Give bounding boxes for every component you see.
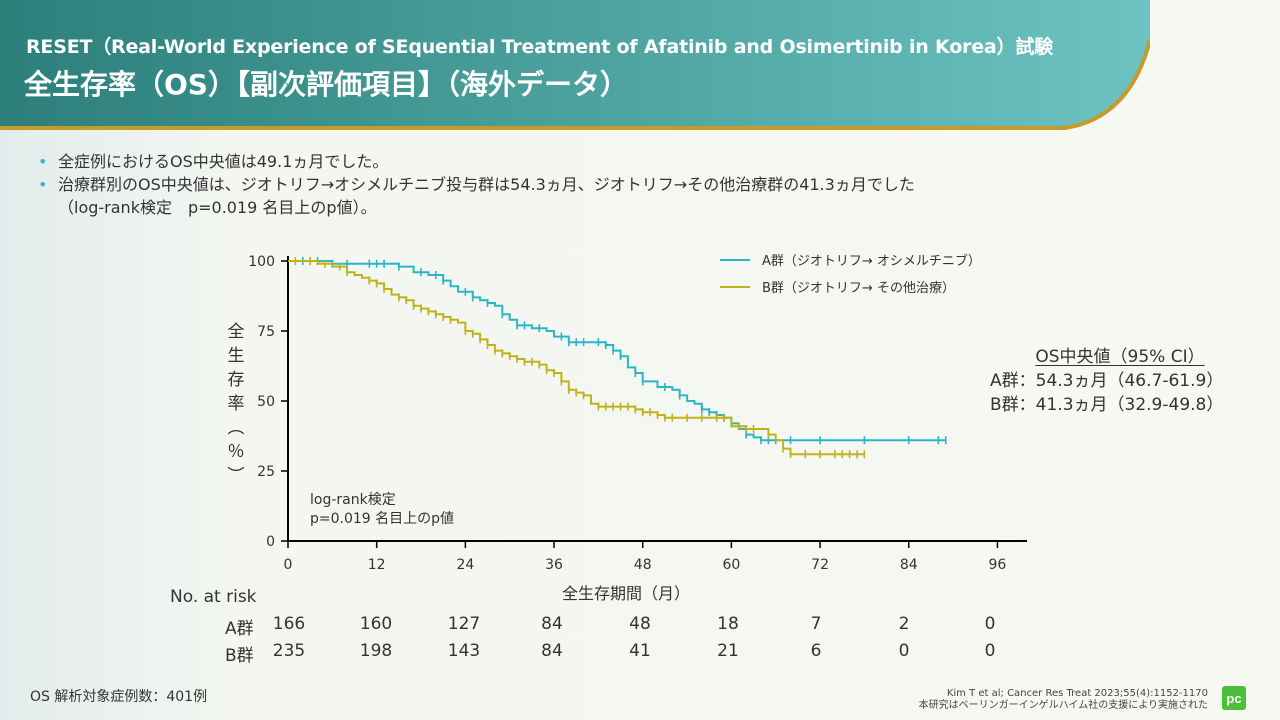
y-axis-label-char: ︶ [227, 466, 245, 486]
y-axis-label-char: 生 [227, 346, 245, 366]
risk-value: 21 [717, 641, 739, 661]
legend-label-a: A群（ジオトリフ→ オシメルチニブ） [762, 254, 981, 269]
risk-row-b: B群 235 198 143 84 41 21 6 0 0 [0, 641, 1280, 666]
x-tick-label: 72 [811, 557, 829, 573]
legend-line-b [720, 285, 750, 288]
citation-sponsor: 本研究はベーリンガーインゲルハイム社の支援により実施された [918, 700, 1208, 711]
bullet-item: • 全症例におけるOS中央値は49.1ヵ月でした。 [38, 150, 915, 173]
legend-label-b: B群（ジオトリフ→ その他治療） [762, 281, 955, 296]
risk-table-title: No. at risk [170, 587, 257, 607]
page-title: 全生存率（OS）【副次評価項目】（海外データ） [24, 68, 628, 101]
logrank-test-label: log-rank検定 [310, 492, 396, 508]
y-tick-label: 0 [266, 534, 275, 550]
risk-value: 48 [629, 614, 651, 634]
header-banner [0, 0, 1150, 130]
y-axis-label-char: 全 [227, 322, 245, 342]
risk-value: 198 [359, 641, 393, 661]
bullet-dot-icon: • [38, 152, 48, 171]
x-tick-label: 96 [989, 557, 1007, 573]
risk-row-label: A群 [225, 619, 254, 639]
risk-value: 7 [810, 614, 822, 634]
y-axis-label-char: ％ [227, 442, 245, 462]
citation: Kim T et al; Cancer Res Treat 2023;55(4)… [919, 688, 1208, 712]
y-tick-label: 25 [257, 464, 275, 480]
risk-value: 0 [984, 641, 996, 661]
summary-bullets: • 全症例におけるOS中央値は49.1ヵ月でした。 • 治療群別のOS中央値は、… [38, 150, 915, 219]
x-tick-label: 0 [284, 557, 293, 573]
x-tick-label: 84 [900, 557, 918, 573]
risk-value: 18 [717, 614, 739, 634]
risk-row-a: A群 166 160 127 84 48 18 7 2 0 [0, 614, 1280, 639]
legend-item-a: A群（ジオトリフ→ オシメルチニブ） [720, 246, 981, 273]
x-tick-label: 12 [368, 557, 386, 573]
y-tick-label: 75 [257, 324, 275, 340]
bullet-item: • 治療群別のOS中央値は、ジオトリフ→オシメルチニブ投与群は54.3ヵ月、ジオ… [38, 173, 915, 196]
risk-value: 235 [272, 641, 306, 661]
risk-row-label: B群 [225, 646, 254, 666]
risk-value: 166 [272, 614, 306, 634]
risk-value: 0 [984, 614, 996, 634]
risk-value: 127 [447, 614, 481, 634]
risk-value: 84 [541, 641, 563, 661]
median-os-box: OS中央値（95% CI） A群：54.3ヵ月（46.7-61.9） B群：41… [980, 345, 1260, 417]
x-tick-label: 60 [722, 557, 740, 573]
y-axis-label-char: 存 [227, 370, 245, 390]
chart-legend: A群（ジオトリフ→ オシメルチニブ） B群（ジオトリフ→ その他治療） [720, 246, 981, 300]
y-tick-label: 100 [248, 254, 275, 270]
logrank-annotation: log-rank検定 p=0.019 名目上のp値 [310, 491, 454, 529]
x-tick-label: 48 [634, 557, 652, 573]
risk-value: 0 [898, 641, 910, 661]
bullet-text: 全症例におけるOS中央値は49.1ヵ月でした。 [58, 152, 389, 171]
legend-line-a [720, 258, 750, 261]
bullet-continuation: （log-rank検定 p=0.019 名目上のp値）。 [58, 198, 377, 217]
risk-value: 2 [898, 614, 910, 634]
x-tick-label: 24 [456, 557, 474, 573]
risk-value: 143 [447, 641, 481, 661]
median-title: OS中央値（95% CI） [1035, 347, 1205, 367]
legend-item-b: B群（ジオトリフ→ その他治療） [720, 273, 981, 300]
y-axis-label-char: ︵ [227, 418, 245, 438]
citation-reference: Kim T et al; Cancer Res Treat 2023;55(4)… [946, 688, 1208, 699]
logrank-p-value: p=0.019 名目上のp値 [310, 511, 455, 527]
bullet-text: 治療群別のOS中央値は、ジオトリフ→オシメルチニブ投与群は54.3ヵ月、ジオトリ… [58, 175, 915, 194]
y-axis-label: 全生存率 ︵ ％ ︶ [226, 320, 246, 488]
risk-value: 160 [359, 614, 393, 634]
median-b: B群：41.3ヵ月（32.9-49.8） [990, 395, 1224, 415]
risk-value: 6 [810, 641, 822, 661]
median-a: A群：54.3ヵ月（46.7-61.9） [990, 371, 1224, 391]
x-tick-label: 36 [545, 557, 563, 573]
risk-value: 41 [629, 641, 651, 661]
y-axis-label-char: 率 [227, 394, 245, 414]
bullet-dot-icon: • [38, 175, 48, 194]
risk-value: 84 [541, 614, 563, 634]
study-subtitle: RESET（Real-World Experience of SEquentia… [26, 36, 1053, 58]
analysis-footnote: OS 解析対象症例数：401例 [30, 689, 208, 705]
y-tick-label: 50 [257, 394, 275, 410]
x-axis-label: 全生存期間（月） [562, 584, 691, 603]
logo-text: pc [1226, 691, 1241, 706]
company-logo-icon: pc [1222, 686, 1246, 710]
